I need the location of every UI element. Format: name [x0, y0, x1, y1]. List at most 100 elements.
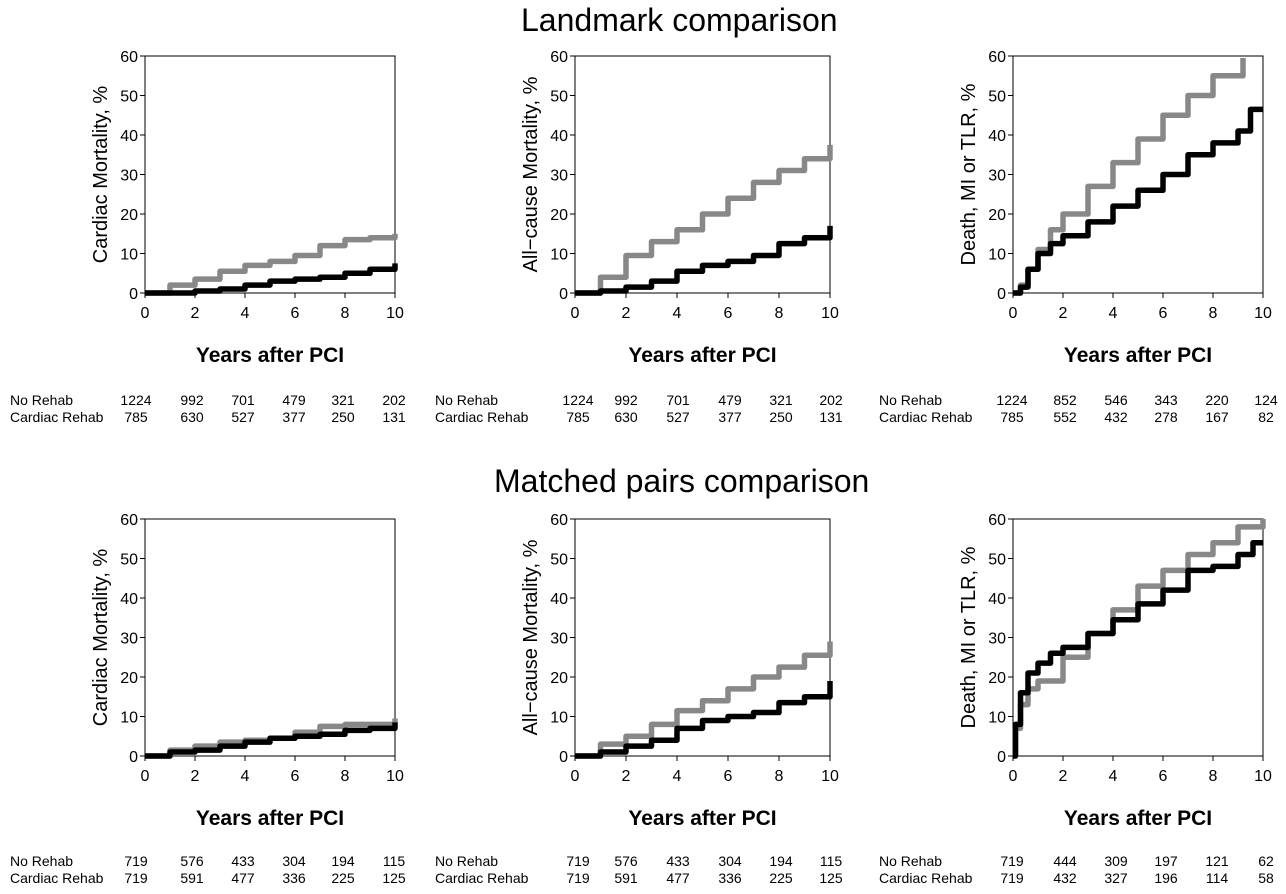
risk-count: 327: [1104, 870, 1128, 886]
risk-count: 1224: [120, 392, 152, 408]
y-axis-label: All−cause Mortality, %: [520, 539, 542, 735]
x-tick-label: 0: [1009, 768, 1018, 785]
x-tick-label: 4: [241, 768, 250, 785]
series-line-cardiac-rehab: [575, 225, 833, 296]
y-tick-label: 0: [559, 286, 568, 303]
x-axis-label: Years after PCI: [628, 807, 776, 830]
x-axis-label: Years after PCI: [196, 807, 344, 830]
risk-count: 114: [1205, 870, 1229, 886]
x-tick-label: 6: [1159, 305, 1168, 322]
risk-table-row: No Rehab 1224 992 701 479 321 202: [10, 392, 414, 409]
risk-count: 630: [614, 409, 638, 425]
risk-table: No Rehab 1224 852 546 343 220 124 Cardiac Rehab…: [879, 392, 1286, 426]
plot-frame: [1012, 55, 1264, 294]
risk-count: 225: [769, 870, 793, 886]
y-tick-label: 60: [988, 512, 1006, 529]
x-tick-label: 10: [1254, 768, 1272, 785]
x-tick-label: 4: [241, 305, 250, 322]
risk-row-label: No Rehab: [879, 853, 943, 869]
plot-frame: [144, 55, 396, 294]
x-tick-label: 10: [821, 305, 839, 322]
x-tick-label: 6: [724, 768, 733, 785]
risk-count: 321: [331, 392, 355, 408]
y-tick-label: 0: [559, 749, 568, 766]
risk-count: 591: [614, 870, 638, 886]
risk-row-label: Cardiac Rehab: [435, 870, 529, 886]
x-tick-label: 4: [673, 305, 682, 322]
x-tick-label: 4: [1109, 305, 1118, 322]
risk-count: 202: [819, 392, 843, 408]
x-tick-label: 0: [571, 305, 580, 322]
risk-count: 719: [566, 853, 590, 869]
risk-count: 336: [718, 870, 742, 886]
y-tick-label: 20: [120, 670, 138, 687]
risk-count: 546: [1104, 392, 1128, 408]
risk-count: 432: [1053, 870, 1077, 886]
risk-count: 220: [1205, 392, 1229, 408]
y-tick-label: 20: [988, 207, 1006, 224]
risk-count: 785: [566, 409, 590, 425]
risk-count: 477: [231, 870, 255, 886]
x-tick-label: 6: [724, 305, 733, 322]
series-line-cardiac-rehab: [145, 263, 398, 296]
risk-count: 479: [282, 392, 306, 408]
x-axis-label: Years after PCI: [628, 344, 776, 367]
x-tick-label: 0: [1009, 305, 1018, 322]
panel-landmark-allcause-mortality: 0 10 20 30 40 50 60 0 2 4 6 8 10 Years after PCI All−c…: [520, 49, 839, 367]
risk-count: 785: [1000, 409, 1024, 425]
x-axis-label: Years after PCI: [196, 344, 344, 367]
y-tick-label: 50: [120, 89, 138, 106]
risk-count: 701: [231, 392, 255, 408]
risk-table-row: Cardiac Rehab 719 591 477 336 225 125: [10, 870, 414, 887]
y-tick-label: 40: [120, 128, 138, 145]
series-line-cardiac-rehab: [145, 722, 398, 759]
risk-table-row: Cardiac Rehab 785 552 432 278 167 82: [879, 409, 1286, 426]
series-line-no-rehab: [1013, 57, 1246, 296]
plot-frame: [574, 55, 831, 294]
risk-table-row: Cardiac Rehab 785 630 527 377 250 131: [435, 409, 851, 426]
risk-count: 992: [614, 392, 638, 408]
x-tick-label: 2: [1059, 768, 1068, 785]
risk-table: No Rehab 719 444 309 197 121 62 Cardiac Rehab 71…: [879, 853, 1286, 887]
risk-count: 1224: [996, 392, 1028, 408]
x-tick-label: 0: [571, 768, 580, 785]
risk-count: 701: [666, 392, 690, 408]
risk-count: 719: [566, 870, 590, 886]
risk-count: 719: [1000, 870, 1024, 886]
x-tick-label: 8: [775, 768, 784, 785]
y-tick-label: 20: [550, 670, 568, 687]
y-tick-label: 20: [550, 207, 568, 224]
x-tick-label: 10: [386, 768, 404, 785]
risk-count: 250: [331, 409, 355, 425]
risk-count: 377: [282, 409, 306, 425]
y-axis-label: Death, MI or TLR, %: [958, 546, 980, 728]
risk-count: 630: [180, 409, 204, 425]
risk-count: 58: [1258, 870, 1274, 886]
y-axis-label: Cardiac Mortality, %: [90, 549, 112, 727]
risk-count: 197: [1154, 853, 1178, 869]
risk-row-label: Cardiac Rehab: [879, 870, 973, 886]
risk-count: 527: [231, 409, 255, 425]
plot-frame: [144, 518, 396, 757]
y-tick-label: 0: [129, 286, 138, 303]
risk-table-row: No Rehab 719 576 433 304 194 115: [10, 853, 414, 870]
risk-row-label: No Rehab: [435, 853, 499, 869]
risk-row-label: Cardiac Rehab: [10, 409, 104, 425]
risk-count: 479: [718, 392, 742, 408]
panel-matched-cardiac-mortality: 0 10 20 30 40 50 60 0 2 4 6 8 10 Years after PCI Cardi…: [90, 512, 404, 830]
panel-matched-death-mi-tlr: 0 10 20 30 40 50 60 0 2 4 6 8 10 Years after PCI Death…: [958, 512, 1272, 830]
x-tick-label: 8: [1209, 768, 1218, 785]
x-tick-label: 8: [341, 768, 350, 785]
risk-count: 121: [1205, 853, 1229, 869]
risk-count: 591: [180, 870, 204, 886]
plot-frame: [1012, 518, 1264, 757]
series-line-cardiac-rehab: [1012, 539, 1263, 759]
risk-row-label: No Rehab: [879, 392, 943, 408]
risk-table-row: Cardiac Rehab 785 630 527 377 250 131: [10, 409, 414, 426]
risk-count: 304: [282, 853, 306, 869]
y-tick-label: 50: [120, 552, 138, 569]
risk-count: 444: [1053, 853, 1077, 869]
x-tick-label: 6: [1159, 768, 1168, 785]
risk-count: 194: [769, 853, 793, 869]
y-tick-label: 10: [988, 710, 1006, 727]
